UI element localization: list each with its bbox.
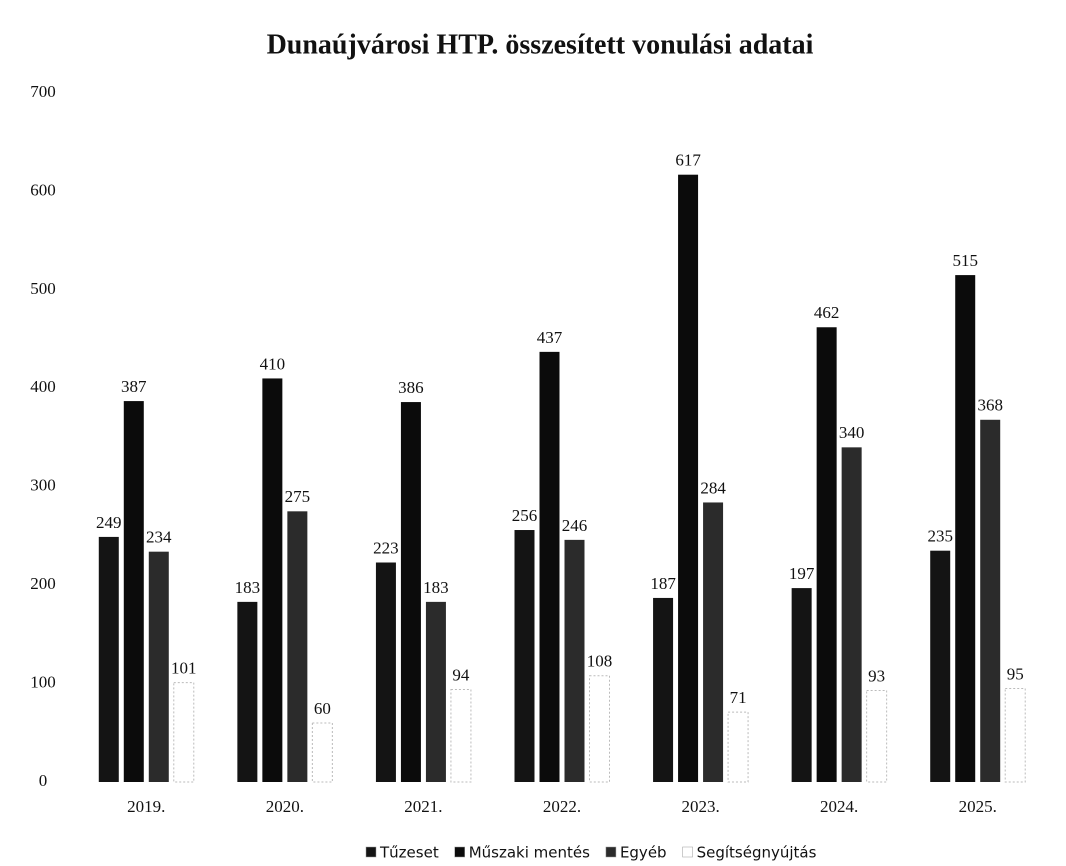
bar (514, 530, 535, 782)
bar (955, 275, 976, 782)
y-tick-label: 200 (30, 574, 56, 593)
bar (98, 536, 119, 782)
legend-label: Műszaki mentés (469, 844, 590, 862)
data-label: 60 (314, 699, 331, 718)
x-tick-label: 2022. (543, 797, 581, 816)
y-tick-label: 100 (30, 672, 56, 691)
x-tick-label: 2021. (404, 797, 442, 816)
data-label: 387 (121, 377, 147, 396)
bar (980, 419, 1001, 782)
data-label: 183 (423, 578, 449, 597)
bar (237, 601, 258, 782)
bar (841, 447, 862, 782)
data-label: 95 (1007, 664, 1024, 683)
y-tick-label: 0 (39, 771, 48, 790)
bar (539, 351, 560, 782)
bar (930, 550, 951, 782)
data-label: 183 (235, 578, 261, 597)
bar (311, 722, 333, 783)
bar (287, 511, 308, 782)
x-tick-label: 2020. (266, 797, 304, 816)
x-tick-label: 2023. (681, 797, 719, 816)
legend-swatch (605, 846, 617, 858)
data-label: 101 (171, 658, 197, 677)
data-label: 617 (675, 151, 701, 170)
data-label: 234 (146, 528, 172, 547)
y-tick-label: 300 (30, 476, 56, 495)
legend-label: Egyéb (620, 844, 667, 862)
bar (589, 675, 610, 783)
data-label: 246 (562, 516, 588, 535)
legend-label: Tűzeset (379, 844, 439, 862)
bar (173, 682, 195, 783)
bar (425, 601, 446, 782)
data-label: 275 (285, 487, 311, 506)
x-tick-label: 2025. (959, 797, 997, 816)
legend: Tűzeset Műszaki mentés Egyéb Segítségnyújtá… (365, 844, 817, 862)
bar (375, 562, 396, 782)
x-tick-label: 2019. (127, 797, 165, 816)
bar (564, 539, 585, 782)
data-label: 249 (96, 513, 122, 532)
data-label: 386 (398, 378, 424, 397)
bar (816, 327, 837, 782)
bar (791, 588, 812, 782)
bar (148, 551, 169, 782)
data-label: 437 (537, 328, 563, 347)
data-label: 94 (452, 665, 470, 684)
y-tick-label: 500 (30, 279, 56, 298)
data-label: 71 (730, 688, 747, 707)
bar (450, 688, 472, 783)
bar (678, 174, 699, 783)
bar (866, 689, 888, 783)
data-label: 256 (512, 506, 538, 525)
legend-swatch (454, 846, 465, 858)
data-label: 235 (927, 527, 953, 546)
data-label: 368 (977, 396, 1003, 415)
y-tick-label: 600 (30, 180, 56, 199)
y-tick-label: 400 (30, 377, 56, 396)
legend-label: Segítségnyújtás (697, 844, 817, 862)
data-label: 108 (587, 652, 613, 671)
bar (727, 711, 749, 783)
legend-swatch (682, 846, 693, 858)
data-label: 462 (814, 303, 840, 322)
bar (653, 597, 674, 782)
bar (1004, 687, 1026, 783)
data-label: 284 (700, 478, 726, 497)
bar (123, 401, 144, 782)
bar (703, 502, 724, 782)
data-label: 515 (952, 251, 978, 270)
chart-title: Dunaújvárosi HTP. összesített vonulási a… (267, 29, 814, 60)
x-tick-label: 2024. (820, 797, 858, 816)
legend-swatch (365, 846, 377, 858)
data-label: 410 (260, 354, 286, 373)
data-label: 197 (789, 564, 815, 583)
bar (400, 402, 421, 782)
bar (262, 378, 283, 782)
data-label: 340 (839, 423, 865, 442)
y-tick-label: 700 (30, 82, 56, 101)
data-label: 187 (650, 574, 676, 593)
data-label: 93 (868, 666, 885, 685)
data-label: 223 (373, 538, 399, 557)
